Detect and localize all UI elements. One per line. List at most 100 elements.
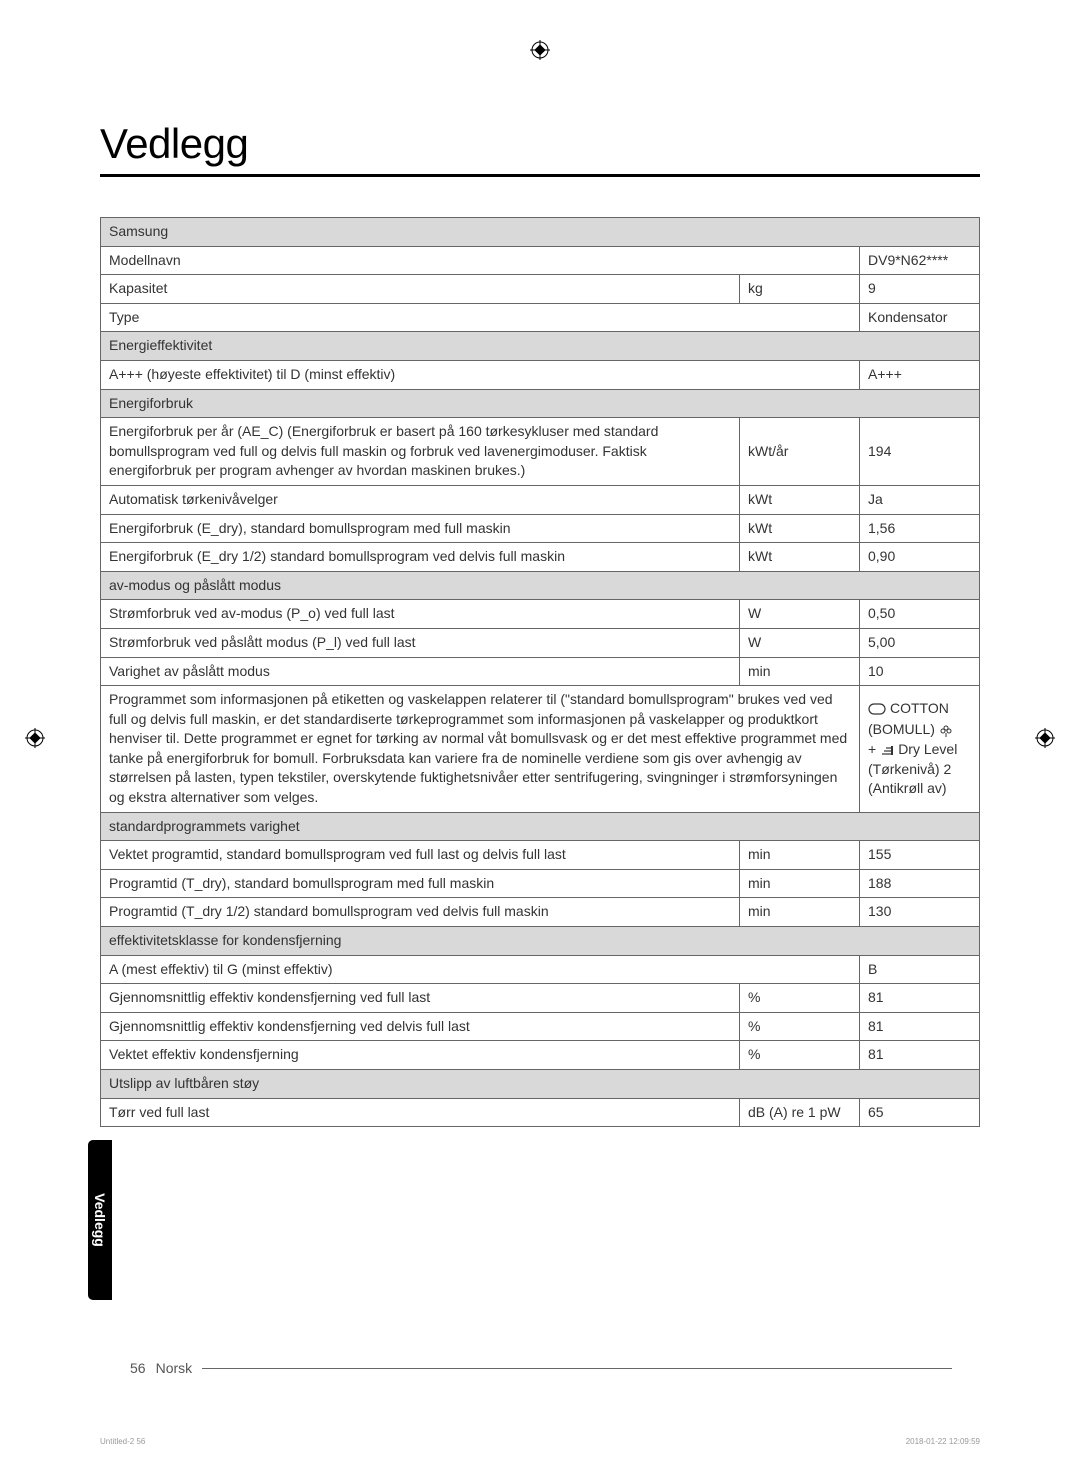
cell-value: A+++ [860,360,980,389]
cotton-flower-icon [939,723,953,737]
cell-unit: min [740,869,860,898]
table-row: Gjennomsnittlig effektiv kondensfjerning… [101,984,980,1013]
table-row: Kapasitet kg 9 [101,275,980,304]
cell-value: 81 [860,984,980,1013]
cell-label: Varighet av påslått modus [101,657,740,686]
table-row: Tørr ved full last dB (A) re 1 pW 65 [101,1098,980,1127]
table-row: Energiforbruk [101,389,980,418]
table-row: effektivitetsklasse for kondensfjerning [101,927,980,956]
cell-label: Vektet programtid, standard bomullsprogr… [101,841,740,870]
page-language: Norsk [156,1360,193,1376]
table-row: Vektet effektiv kondensfjerning % 81 [101,1041,980,1070]
page-title: Vedlegg [100,120,980,168]
cell-value: 1,56 [860,514,980,543]
table-row: Strømforbruk ved påslått modus (P_l) ved… [101,628,980,657]
cell-value: 194 [860,418,980,486]
table-row: Samsung [101,218,980,247]
cell-unit: kWt [740,485,860,514]
section-header: av-modus og påslått modus [101,571,980,600]
section-header: Energieffektivitet [101,332,980,361]
table-row: Type Kondensator [101,303,980,332]
cell-value: B [860,955,980,984]
side-tab: Vedlegg [88,1140,112,1300]
title-underline [100,174,980,177]
cell-label: Strømforbruk ved påslått modus (P_l) ved… [101,628,740,657]
cell-label: Automatisk tørkenivåvelger [101,485,740,514]
cell-label: Programmet som informasjonen på etikette… [101,686,860,813]
specification-table: Samsung Modellnavn DV9*N62**** Kapasitet… [100,217,980,1127]
crop-mark-icon [25,728,45,748]
table-row: Programtid (T_dry), standard bomullsprog… [101,869,980,898]
cell-label: Energiforbruk (E_dry 1/2) standard bomul… [101,543,740,572]
table-row: Energiforbruk (E_dry 1/2) standard bomul… [101,543,980,572]
cell-value: 65 [860,1098,980,1127]
bomull-label: (BOMULL) [868,720,953,740]
cell-unit: % [740,984,860,1013]
cell-label: Tørr ved full last [101,1098,740,1127]
cell-value: 188 [860,869,980,898]
cell-unit: min [740,898,860,927]
cell-label: A+++ (høyeste effektivitet) til D (minst… [101,360,860,389]
cell-value: Ja [860,485,980,514]
cell-label: Type [101,303,860,332]
dry-level-label: + Dry Level [868,740,957,760]
cell-value: 9 [860,275,980,304]
cell-unit: W [740,628,860,657]
table-row: standardprogrammets varighet [101,812,980,841]
cell-value: 0,90 [860,543,980,572]
footer-divider [202,1368,952,1369]
footer-meta-right: 2018-01-22 12:09:59 [906,1437,980,1446]
cell-unit: kg [740,275,860,304]
table-row: Programmet som informasjonen på etikette… [101,686,980,813]
crop-mark-icon [530,40,550,60]
table-row: Automatisk tørkenivåvelger kWt Ja [101,485,980,514]
cell-value: 130 [860,898,980,927]
cell-unit: kWt/år [740,418,860,486]
cell-unit: dB (A) re 1 pW [740,1098,860,1127]
cell-unit: % [740,1041,860,1070]
section-header: standardprogrammets varighet [101,812,980,841]
cell-label: Energiforbruk (E_dry), standard bomullsp… [101,514,740,543]
cell-unit: % [740,1012,860,1041]
table-row: A+++ (høyeste effektivitet) til D (minst… [101,360,980,389]
table-row: Modellnavn DV9*N62**** [101,246,980,275]
footer-meta-left: Untitled-2 56 [100,1437,145,1446]
table-row: av-modus og påslått modus [101,571,980,600]
cell-label: Modellnavn [101,246,860,275]
table-row: Energieffektivitet [101,332,980,361]
table-row: Vektet programtid, standard bomullsprogr… [101,841,980,870]
cell-label: Gjennomsnittlig effektiv kondensfjerning… [101,984,740,1013]
antikroll-label: (Antikrøll av) [868,780,947,796]
cell-label: Vektet effektiv kondensfjerning [101,1041,740,1070]
page-number: 56 [130,1360,146,1376]
brand-header: Samsung [101,218,980,247]
cell-value: 5,00 [860,628,980,657]
cell-unit: min [740,841,860,870]
side-tab-label: Vedlegg [92,1193,108,1247]
table-row: Gjennomsnittlig effektiv kondensfjerning… [101,1012,980,1041]
cotton-program-icon: COTTON [868,699,949,719]
cell-unit: kWt [740,543,860,572]
section-header: effektivitetsklasse for kondensfjerning [101,927,980,956]
section-header: Utslipp av luftbåren støy [101,1070,980,1099]
cell-value: 155 [860,841,980,870]
section-header: Energiforbruk [101,389,980,418]
torkeniva-label: (Tørkenivå) 2 [868,761,951,777]
cell-unit: min [740,657,860,686]
table-row: Energiforbruk per år (AE_C) (Energiforbr… [101,418,980,486]
cell-value: COTTON (BOMULL) + Dry Level (Tørkenivå) … [860,686,980,813]
table-row: Utslipp av luftbåren støy [101,1070,980,1099]
cell-value: 81 [860,1012,980,1041]
cell-label: A (mest effektiv) til G (minst effektiv) [101,955,860,984]
table-row: Programtid (T_dry 1/2) standard bomullsp… [101,898,980,927]
cell-label: Energiforbruk per år (AE_C) (Energiforbr… [101,418,740,486]
cell-unit: kWt [740,514,860,543]
cell-value: 10 [860,657,980,686]
crop-mark-icon [1035,728,1055,748]
table-row: Strømforbruk ved av-modus (P_o) ved full… [101,600,980,629]
cupboard-icon [868,703,886,715]
cell-label: Gjennomsnittlig effektiv kondensfjerning… [101,1012,740,1041]
table-row: Varighet av påslått modus min 10 [101,657,980,686]
cell-value: 0,50 [860,600,980,629]
cell-label: Kapasitet [101,275,740,304]
